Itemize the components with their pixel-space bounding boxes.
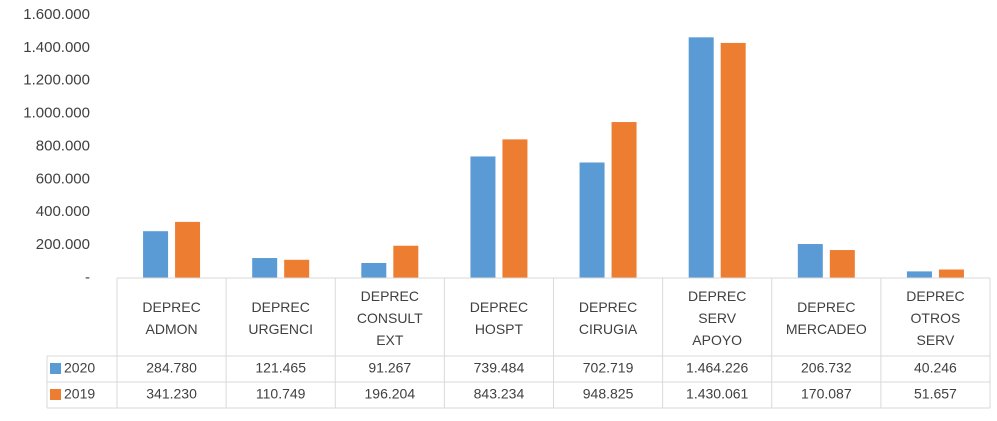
x-tick-label: DEPREC ADMON bbox=[142, 299, 201, 337]
bar bbox=[284, 259, 310, 278]
legend-swatch bbox=[50, 389, 61, 400]
table-value: 1.430.061 bbox=[686, 386, 748, 402]
bar bbox=[175, 221, 201, 278]
y-tick-label: - bbox=[85, 269, 90, 286]
bar bbox=[579, 162, 605, 278]
table-value: 170.087 bbox=[801, 386, 852, 402]
table-value: 702.719 bbox=[583, 360, 634, 376]
y-tick-label: 400.000 bbox=[36, 203, 90, 220]
bar bbox=[720, 42, 746, 279]
table-value: 196.204 bbox=[365, 386, 416, 402]
x-tick-label: DEPREC SERV APOYO bbox=[688, 288, 747, 348]
bar bbox=[470, 156, 496, 278]
y-tick-label: 1.000.000 bbox=[23, 105, 90, 122]
bar bbox=[688, 37, 714, 278]
y-tick-label: 1.200.000 bbox=[23, 72, 90, 89]
x-tick-label: DEPREC HOSPT bbox=[469, 299, 529, 337]
bar bbox=[393, 245, 419, 278]
bar bbox=[797, 244, 823, 278]
y-tick-label: 1.600.000 bbox=[23, 6, 90, 23]
table-value: 284.780 bbox=[146, 360, 197, 376]
bar bbox=[829, 250, 855, 278]
table-value: 948.825 bbox=[583, 386, 634, 402]
bar bbox=[252, 258, 278, 278]
legend-label: 2019 bbox=[64, 386, 95, 402]
x-tick-label: DEPREC OTROS SERV bbox=[906, 288, 965, 348]
y-tick-label: 800.000 bbox=[36, 137, 90, 154]
y-tick-label: 600.000 bbox=[36, 170, 90, 187]
bar bbox=[143, 231, 169, 278]
table-value: 40.246 bbox=[914, 360, 957, 376]
x-tick-label: DEPREC URGENCI bbox=[248, 299, 313, 337]
legend-swatch bbox=[50, 363, 61, 374]
table-value: 341.230 bbox=[146, 386, 197, 402]
x-tick-label: DEPREC CIRUGIA bbox=[578, 299, 638, 337]
bar bbox=[938, 269, 964, 278]
table-value: 206.732 bbox=[801, 360, 852, 376]
table-value: 739.484 bbox=[474, 360, 525, 376]
bar bbox=[361, 262, 387, 278]
table-value: 91.267 bbox=[368, 360, 411, 376]
table-value: 110.749 bbox=[256, 386, 306, 402]
x-tick-label: DEPREC CONSULT EXT bbox=[356, 288, 423, 348]
x-tick-label: DEPREC MERCADEO bbox=[785, 299, 867, 337]
table-value: 121.465 bbox=[255, 360, 306, 376]
bar bbox=[906, 271, 932, 278]
legend-label: 2020 bbox=[64, 360, 95, 376]
y-tick-label: 200.000 bbox=[36, 236, 90, 253]
table-value: 843.234 bbox=[474, 386, 525, 402]
bar bbox=[502, 139, 528, 278]
table-value: 1.464.226 bbox=[686, 360, 748, 376]
table-value: 51.657 bbox=[914, 386, 957, 402]
bar bbox=[611, 122, 637, 278]
y-tick-label: 1.400.000 bbox=[23, 39, 90, 56]
